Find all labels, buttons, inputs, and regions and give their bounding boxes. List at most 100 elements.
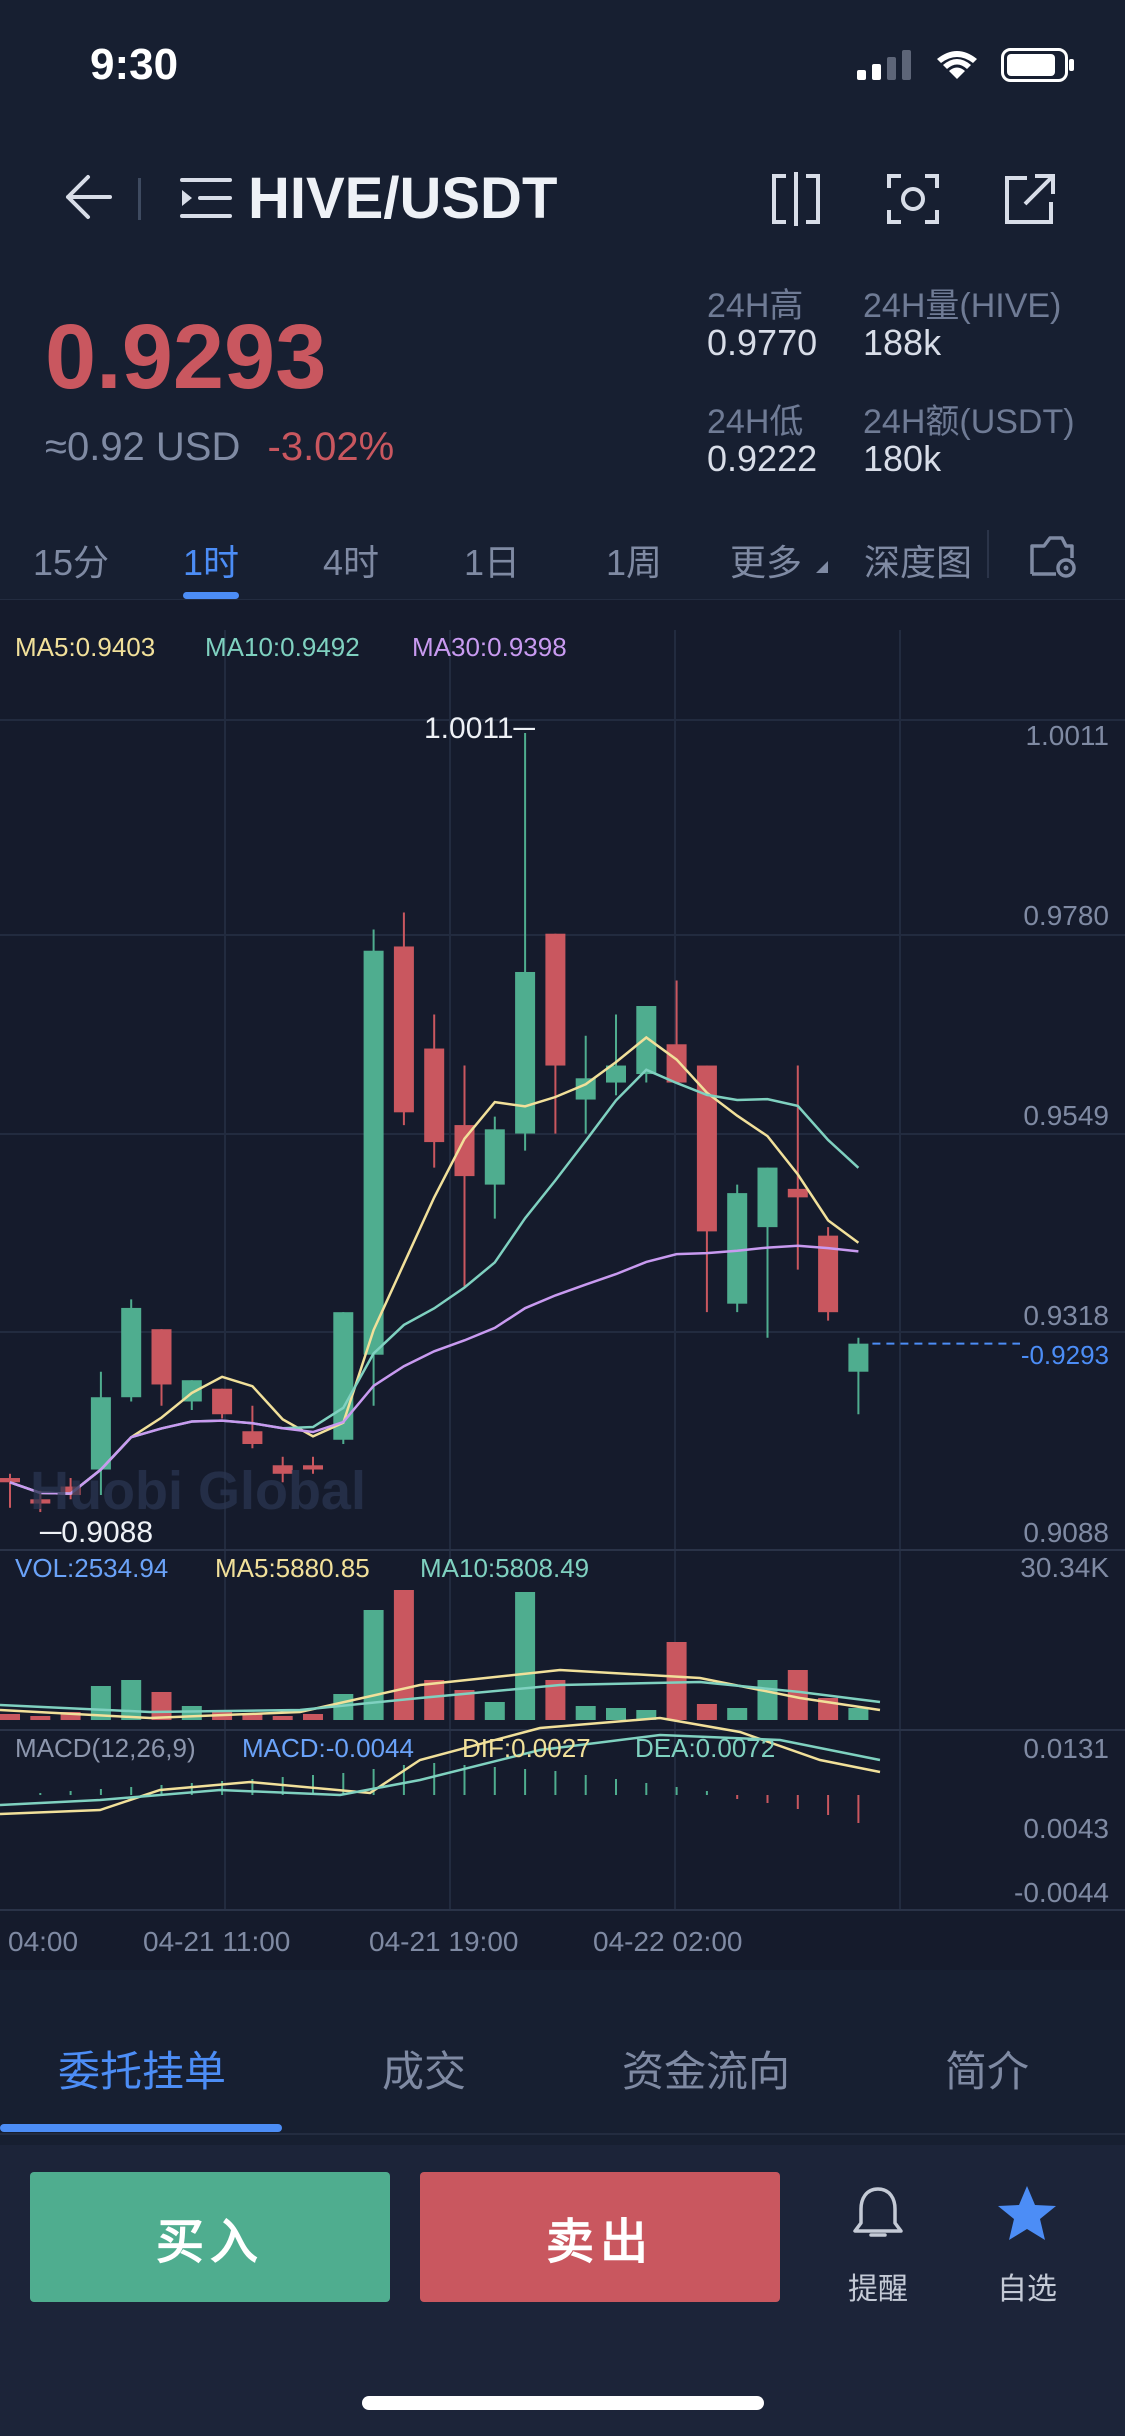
candle-body-22 [666, 1044, 687, 1083]
price-secondary: ≈0.92 USD -3.02% [45, 425, 394, 470]
tab-more[interactable]: 更多 [730, 534, 830, 586]
status-icons [857, 48, 1075, 82]
price-change: -3.02% [267, 425, 395, 469]
candle-body-17 [515, 971, 536, 1134]
buy-button[interactable]: 买入 [30, 2172, 390, 2302]
vol-bar-26 [787, 1670, 808, 1720]
star-icon[interactable] [996, 2184, 1058, 2242]
price-axis-label-3: 0.9549 [1023, 1100, 1109, 1131]
sell-button[interactable]: 卖出 [420, 2172, 780, 2302]
time-axis-label-4: 04-22 02:00 [593, 1926, 743, 1957]
tab-trades[interactable]: 成交 [382, 2048, 467, 2095]
vol-bar-10 [303, 1714, 323, 1720]
battery-icon [1001, 48, 1074, 82]
candle-body-12 [363, 950, 384, 1355]
candle-body-7 [212, 1388, 233, 1415]
vol-bar-12 [363, 1610, 384, 1720]
candle-body-14 [424, 1048, 445, 1143]
candle-body-24 [727, 1193, 748, 1304]
candle-body-10 [303, 1465, 323, 1470]
vol-bar-28 [848, 1708, 869, 1720]
tab-depth[interactable]: 深度图 [864, 542, 973, 583]
cellular-signal-icon [857, 50, 911, 80]
watchlist-label[interactable]: 自选 [997, 2273, 1057, 2306]
share-icon[interactable] [1003, 172, 1057, 226]
time-axis-label-2: 04-21 11:00 [143, 1926, 291, 1957]
tab-fund-flow[interactable]: 资金流向 [622, 2048, 791, 2095]
alert-label[interactable]: 提醒 [848, 2273, 908, 2306]
ma30-label: MA30:0.9398 [412, 632, 567, 662]
vol-bar-18 [545, 1680, 566, 1720]
tab-1d[interactable]: 1日 [464, 542, 521, 583]
chart-settings-icon[interactable] [1028, 530, 1078, 580]
candle-body-28 [848, 1343, 869, 1372]
current-price-tag: -0.9293 [1020, 1340, 1109, 1370]
vol-bar-5 [151, 1692, 172, 1720]
vol-bar-19 [575, 1706, 596, 1720]
screenshot-icon[interactable] [885, 172, 941, 226]
vol-ma10-label: MA10:5808.49 [420, 1553, 590, 1583]
price-axis-label-4: 0.9318 [1023, 1300, 1109, 1331]
candle-body-9 [272, 1465, 293, 1474]
status-time: 9:30 [90, 40, 179, 89]
tab-1h[interactable]: 1时 [183, 542, 240, 583]
stat-vol-label: 24H量(HIVE) [863, 287, 1062, 325]
candle-body-26 [787, 1188, 808, 1198]
vol-bar-9 [272, 1716, 293, 1720]
kline-chart[interactable] [0, 600, 1125, 1970]
price-axis-label-1: 1.0011 [1025, 720, 1109, 751]
ma30-line [9, 1244, 859, 1495]
vol-bar-2 [60, 1712, 81, 1720]
candle-body-16 [484, 1129, 505, 1185]
price-axis-label-5: 0.9088 [1023, 1517, 1109, 1548]
tab-intro[interactable]: 简介 [945, 2048, 1030, 2095]
max-price-label: 1.0011─ [424, 712, 535, 745]
approx-usd: ≈0.92 USD [45, 425, 241, 469]
price-axis-label-2: 0.9780 [1023, 900, 1109, 931]
split-view-icon[interactable] [768, 172, 824, 226]
pair-title[interactable]: HIVE/USDT [248, 166, 558, 231]
min-price-label: ─0.9088 [40, 1516, 154, 1549]
tab-orders[interactable]: 委托挂单 [58, 2048, 227, 2095]
vol-label: VOL:2534.94 [15, 1553, 169, 1583]
active-tab-indicator [183, 592, 239, 599]
vol-bar-23 [696, 1704, 717, 1720]
candle-body-3 [90, 1397, 111, 1470]
wifi-icon [937, 51, 977, 79]
vol-bar-24 [727, 1708, 748, 1720]
home-indicator [362, 2396, 764, 2410]
max-price-value: 1.0011 [424, 712, 514, 745]
bell-icon[interactable] [852, 2185, 904, 2241]
stat-high-value: 0.9770 [707, 322, 818, 363]
candle-body-13 [393, 946, 414, 1113]
back-arrow-icon[interactable] [62, 172, 114, 222]
vol-ma10-line [0, 1680, 881, 1714]
pair-menu-icon[interactable] [180, 176, 232, 220]
macd-value-label: MACD:-0.0044 [242, 1733, 414, 1763]
dea-line [0, 1733, 881, 1807]
candle-body-20 [606, 1065, 626, 1083]
candle-body-25 [757, 1167, 778, 1228]
tab-15min[interactable]: 15分 [33, 542, 110, 583]
macd-axis-label-1: 0.0131 [1023, 1733, 1109, 1764]
vol-bar-6 [181, 1706, 202, 1720]
candle-body-27 [818, 1235, 839, 1313]
interval-tabbar: 15分 1时 4时 1日 1周 更多 深度图 [0, 510, 1125, 600]
tab-4h[interactable]: 4时 [323, 542, 380, 583]
tab-1w[interactable]: 1周 [606, 542, 663, 583]
vol-bar-8 [242, 1714, 263, 1720]
macd-axis-label-3: -0.0044 [1014, 1877, 1109, 1908]
vol-bar-17 [515, 1592, 536, 1720]
stat-low-value: 0.9222 [707, 438, 818, 479]
candle-body-19 [575, 1078, 596, 1100]
candle-body-5 [151, 1329, 172, 1385]
candle-body-18 [545, 933, 566, 1066]
ma10-label: MA10:0.9492 [205, 632, 360, 662]
detail-tab-indicator [0, 2124, 282, 2132]
candle-body-23 [696, 1065, 717, 1232]
candle-body-15 [454, 1125, 475, 1177]
header-divider [138, 178, 141, 220]
vol-bar-0 [0, 1714, 20, 1720]
time-axis-label-3: 04-21 19:00 [369, 1926, 519, 1957]
stat-amt-label: 24H额(USDT) [863, 403, 1075, 441]
